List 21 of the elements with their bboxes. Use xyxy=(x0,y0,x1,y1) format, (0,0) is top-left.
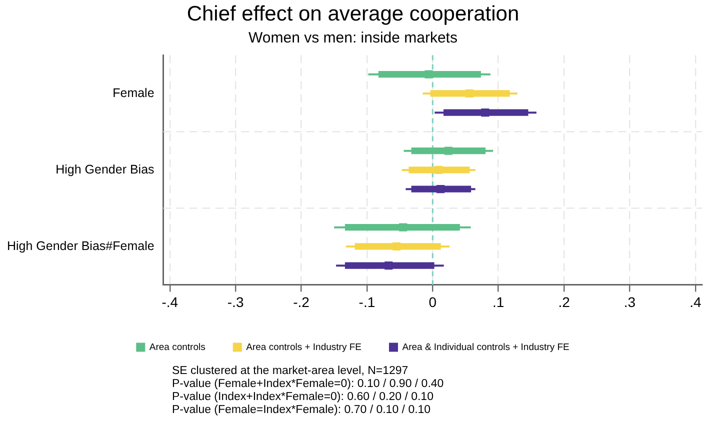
x-tick-label: -.4 xyxy=(162,294,178,310)
text: P-value (Female=Index*Female): 0.70 / 0.10 / 0.10 xyxy=(172,404,432,417)
x-tick-label: -.2 xyxy=(293,294,310,310)
y-tick-label: High Gender Bias#Female xyxy=(7,238,154,253)
legend-label: Area controls + Industry FE xyxy=(246,342,362,353)
chart-title: Chief effect on average cooperation xyxy=(186,2,520,26)
y-tick-label: High Gender Bias xyxy=(56,162,154,176)
legend-label: Area controls xyxy=(149,342,206,353)
text: SE clustered at the market-area level, N=1297 xyxy=(172,365,410,378)
x-tick-label: 0 xyxy=(428,294,437,310)
chart-subtitle: Women vs men: inside markets xyxy=(248,29,458,46)
x-tick-label: .1 xyxy=(492,294,504,310)
legend-label: Area & Individual controls + Industry FE xyxy=(402,342,570,353)
x-tick-label: .4 xyxy=(690,294,702,310)
text: P-value (Female+Index*Female=0): 0.10 / 0.90 / 0.40 xyxy=(172,378,444,391)
text: P-value (Index+Index*Female=0): 0.60 / 0.20 / 0.10 xyxy=(172,391,434,404)
x-tick-label: .3 xyxy=(624,294,636,310)
x-tick-label: -.3 xyxy=(227,294,244,310)
x-tick-label: -.1 xyxy=(358,294,376,310)
x-tick-label: .2 xyxy=(558,294,570,310)
y-tick-label: Female xyxy=(112,86,154,100)
